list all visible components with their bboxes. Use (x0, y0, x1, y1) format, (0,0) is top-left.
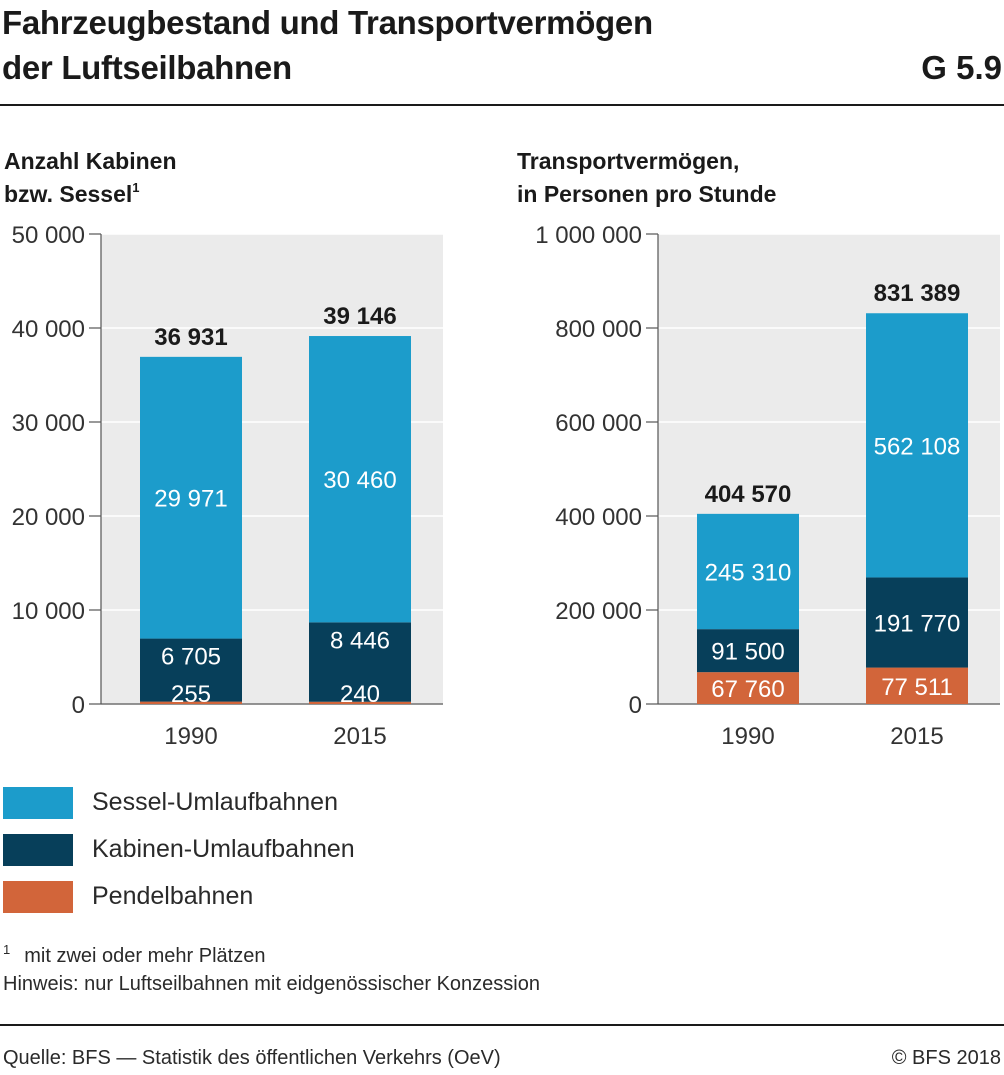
bar-segment (140, 638, 242, 702)
chart-title-line1: Fahrzeugbestand und Transportvermögen (2, 4, 653, 41)
data-label-kabinen: 8 446 (330, 627, 390, 654)
y-tick-label: 50 000 (12, 222, 85, 249)
copyright-text: © BFS 2018 (891, 1047, 1001, 1069)
y-tick-label: 40 000 (12, 316, 85, 343)
data-label-sessel: 562 108 (874, 433, 961, 460)
bottom-rule (0, 1024, 1004, 1026)
total-label: 831 389 (874, 280, 961, 307)
y-tick-label: 1 000 000 (535, 222, 642, 249)
top-rule (0, 104, 1004, 106)
charts-canvas: Anzahl Kabinen bzw. Sessel1 0 10 000 20 000 3… (4, 148, 1000, 750)
panel-title-line2: bzw. Sessel1 (4, 180, 140, 207)
data-label-pendel: 77 511 (881, 674, 953, 701)
footnote-mark: 1 (3, 942, 11, 957)
x-tick-label: 1990 (164, 723, 217, 750)
chart-right-capacity: Transportvermögen, in Personen pro Stunde… (517, 148, 1000, 750)
chart-left-cabins: Anzahl Kabinen bzw. Sessel1 0 10 000 20 000 3… (4, 148, 443, 750)
data-label-sessel: 29 971 (154, 486, 227, 513)
legend-swatch-pendel (3, 880, 73, 913)
panel-title-line2: in Personen pro Stunde (517, 181, 776, 207)
legend-label-sessel: Sessel-Umlaufbahnen (92, 788, 338, 816)
bar-segment (866, 577, 968, 668)
bar-segment (697, 513, 799, 630)
legend: Sessel-Umlaufbahnen Kabinen-Umlaufbahnen… (3, 779, 355, 920)
source-text: Quelle: BFS — Statistik des öffentlichen… (3, 1047, 501, 1069)
legend-label-pendel: Pendelbahnen (92, 882, 254, 910)
panel-title-line1: Anzahl Kabinen (4, 148, 177, 174)
chart-title-line2: der Luftseilbahnen (2, 49, 292, 86)
y-tick-label: 30 000 (12, 410, 85, 437)
legend-swatch-kabinen (3, 833, 73, 866)
y-tick-label: 0 (629, 692, 642, 719)
bar-segment (140, 701, 242, 704)
bar-segment (697, 629, 799, 673)
bar-segment (309, 701, 411, 704)
hint-text: Hinweis: nur Luftseilbahnen mit eidgenös… (3, 973, 540, 995)
footnote-text: mit zwei oder mehr Plätzen (24, 945, 266, 967)
bar-segment (140, 356, 242, 639)
y-tick-label: 0 (72, 692, 85, 719)
total-label: 39 146 (323, 303, 396, 330)
x-tick-label: 2015 (333, 723, 386, 750)
y-tick-label: 200 000 (555, 598, 642, 625)
legend-item-kabinen: Kabinen-Umlaufbahnen (3, 826, 355, 873)
bar-segment (309, 622, 411, 702)
y-tick-label: 400 000 (555, 504, 642, 531)
y-tick-label: 10 000 (12, 598, 85, 625)
total-label: 404 570 (705, 481, 792, 508)
bar-segment (697, 672, 799, 704)
y-tick-label: 600 000 (555, 410, 642, 437)
chart-title: Fahrzeugbestand und Transportvermögen de… (2, 0, 882, 90)
data-label-pendel: 255 (171, 681, 211, 708)
footnote: 1 mit zwei oder mehr Plätzen (3, 936, 540, 970)
data-label-sessel: 245 310 (705, 559, 792, 586)
legend-swatch-sessel (3, 786, 73, 819)
bar-segment (309, 336, 411, 623)
data-label-kabinen: 191 770 (874, 611, 961, 638)
y-tick-label: 20 000 (12, 504, 85, 531)
total-label: 36 931 (154, 324, 227, 351)
legend-item-pendel: Pendelbahnen (3, 873, 355, 920)
data-label-pendel: 240 (340, 681, 380, 708)
panel-title-line1: Transportvermögen, (517, 148, 739, 174)
figure-code: G 5.9 (921, 49, 1002, 86)
x-tick-label: 1990 (721, 723, 774, 750)
data-label-kabinen: 91 500 (711, 639, 784, 666)
legend-label-kabinen: Kabinen-Umlaufbahnen (92, 835, 355, 863)
data-label-kabinen: 6 705 (161, 644, 221, 671)
legend-item-sessel: Sessel-Umlaufbahnen (3, 779, 355, 826)
bar-segment (866, 667, 968, 704)
y-tick-label: 800 000 (555, 316, 642, 343)
data-label-pendel: 67 760 (711, 676, 784, 703)
bar-segment (866, 313, 968, 578)
data-label-sessel: 30 460 (323, 467, 396, 494)
notes: 1 mit zwei oder mehr Plätzen Hinweis: nur… (3, 936, 540, 998)
x-tick-label: 2015 (890, 723, 943, 750)
